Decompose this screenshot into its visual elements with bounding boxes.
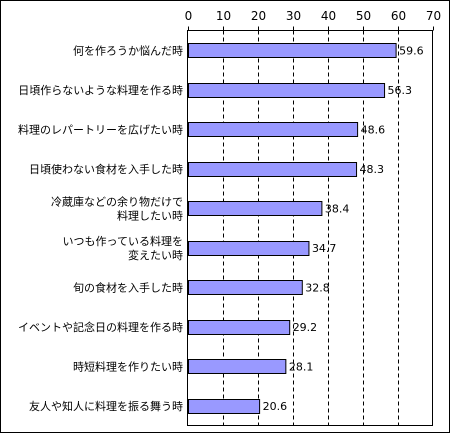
category-label: いつも作っている料理を	[63, 234, 183, 248]
category-label: 料理のレパートリーを広げたい時	[18, 122, 183, 136]
bar	[188, 201, 323, 216]
category-label: 旬の食材を入手した時	[73, 280, 183, 294]
category-label: 日頃作らないような料理を作る時	[18, 83, 183, 97]
value-label: 28.1	[289, 360, 314, 373]
bar	[188, 359, 287, 374]
bar	[188, 280, 303, 295]
category-label: 冷蔵庫などの余り物だけで	[51, 194, 183, 208]
tick-label: 50	[356, 9, 371, 23]
bar	[188, 320, 291, 335]
category-label: イベントや記念日の料理を作る時	[18, 320, 183, 334]
tick-label: 70	[426, 9, 441, 23]
tick-label: 10	[216, 9, 231, 23]
value-label: 48.3	[360, 163, 385, 176]
value-label: 29.2	[293, 321, 318, 334]
category-label: 何を作ろうか悩んだ時	[73, 43, 183, 57]
plot-area-frame	[187, 30, 433, 426]
category-label: 時短料理を作りたい時	[73, 359, 183, 373]
value-label: 56.3	[388, 84, 413, 97]
category-label: 料理したい時	[117, 208, 183, 222]
bar	[188, 162, 358, 177]
x-axis-ticks: 0 10 20 30 40 50 60 70	[185, 9, 441, 31]
bar	[188, 83, 386, 98]
category-labels: 何を作ろうか悩んだ時日頃作らないような料理を作る時料理のレパートリーを広げたい時…	[18, 43, 183, 413]
bar	[188, 241, 310, 256]
tick-label: 0	[185, 9, 193, 23]
category-label: 友人や知人に料理を振る舞う時	[29, 399, 183, 413]
value-labels: 59.6 56.3 48.6 48.3 38.4 34.7 32.8 29.2 28.1 20.6	[263, 44, 424, 413]
value-label: 34.7	[312, 242, 337, 255]
bar	[188, 399, 261, 414]
tick-label: 60	[391, 9, 406, 23]
tick-label: 40	[321, 9, 336, 23]
bar	[188, 122, 359, 137]
tick-label: 20	[251, 9, 266, 23]
value-label: 32.8	[305, 281, 330, 294]
value-label: 59.6	[399, 44, 424, 57]
value-label: 20.6	[263, 400, 288, 413]
category-label: 変えたい時	[128, 248, 183, 262]
bars	[188, 43, 397, 414]
tick-label: 30	[286, 9, 301, 23]
value-label: 38.4	[325, 202, 350, 215]
value-label: 48.6	[361, 123, 386, 136]
category-label: 日頃使わない食材を入手した時	[29, 162, 183, 176]
bar	[188, 43, 397, 58]
